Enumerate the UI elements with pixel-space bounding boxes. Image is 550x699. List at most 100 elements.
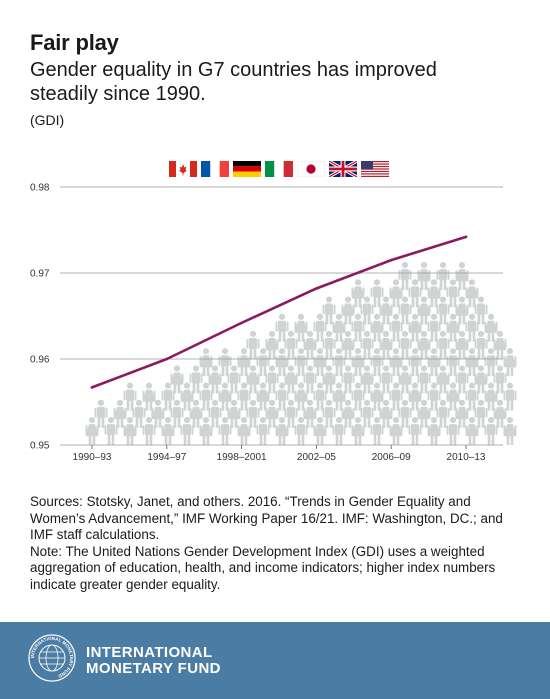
person-figure [408,348,422,377]
person-figure [465,313,479,342]
person-figure [94,399,108,428]
person-figure [189,365,203,394]
series-lines [90,235,468,389]
person-figure [379,365,393,394]
person-figure [142,382,156,411]
person-figure [455,365,469,394]
person-figure [427,279,441,308]
person-figure [246,330,260,359]
sources-citation: Sources: Stotsky, Janet, and others. 201… [30,494,503,542]
person-figure [360,330,374,359]
person-figure [389,348,403,377]
france-flag-icon [201,161,229,177]
person-figure [503,382,517,411]
person-figure [446,417,460,445]
chart-subtitle: Gender equality in G7 countries has impr… [30,59,437,105]
org-name: INTERNATIONAL MONETARY FUND [86,645,221,677]
sources-note: Note: The United Nations Gender Developm… [30,543,496,592]
person-figure [218,417,232,445]
person-figure [341,296,355,325]
person-figure [322,365,336,394]
x-axis-ticks: 1990–93 1994–97 1998–2001 2002–05 2006–09 201… [73,445,486,463]
person-figure [484,348,498,377]
x-tick-label: 2002–05 [297,452,336,463]
person-figure [389,382,403,411]
person-figure [474,399,488,428]
person-figure [275,382,289,411]
person-figure [351,417,365,445]
data-point [315,287,318,290]
person-figure [474,365,488,394]
sources-section: Sources: Stotsky, Janet, and others. 201… [30,494,525,593]
person-figure [465,348,479,377]
person-figure [170,399,184,428]
person-figure [265,365,279,394]
data-point [464,235,468,239]
x-tick-label: 1990–93 [73,452,112,463]
person-figure [237,348,251,377]
imf-seal-logo: INTERNATIONAL MONETARY FUND [28,634,76,682]
person-figure [351,348,365,377]
people-figures-illustration [85,262,517,445]
person-figure [465,382,479,411]
person-figure [351,313,365,342]
person-figure [398,262,412,291]
person-figure [465,279,479,308]
data-point [240,321,243,325]
y-tick-label: 0.97 [30,269,50,280]
person-figure [275,348,289,377]
uk-flag-icon [329,161,357,177]
data-point [389,258,393,262]
person-figure [132,399,146,428]
person-figure [417,399,431,428]
person-figure [436,399,450,428]
person-figure [208,399,222,428]
person-figure [161,382,175,411]
svg-text:INTERNATIONAL MONETARY FUND: INTERNATIONAL MONETARY FUND [30,636,74,679]
person-figure [332,313,346,342]
person-figure [427,313,441,342]
person-figure [465,417,479,445]
person-figure [322,330,336,359]
person-figure [341,330,355,359]
person-figure [417,262,431,291]
person-figure [294,417,308,445]
person-figure [313,382,327,411]
canada-flag-icon [169,161,197,177]
person-figure [446,279,460,308]
person-figure [474,296,488,325]
person-figure [123,382,137,411]
person-figure [370,279,384,308]
person-figure [455,296,469,325]
person-figure [484,417,498,445]
x-tick-label: 2006–09 [372,452,411,463]
person-figure [341,365,355,394]
person-figure [104,417,118,445]
person-figure [446,382,460,411]
person-figure [199,417,213,445]
person-figure [246,365,260,394]
person-figure [436,365,450,394]
person-figure [161,417,175,445]
person-figure [275,313,289,342]
person-figure [370,348,384,377]
person-figure [313,417,327,445]
person-figure [455,330,469,359]
japan-flag-icon [297,161,325,177]
person-figure [389,313,403,342]
x-tick-label: 1998–2001 [217,452,267,463]
person-figure [360,399,374,428]
person-figure [208,365,222,394]
person-figure [484,382,498,411]
person-figure [303,365,317,394]
person-figure [408,382,422,411]
y-tick-label: 0.98 [30,183,50,194]
germany-flag-icon [233,161,261,177]
data-point [90,386,94,389]
person-figure [265,399,279,428]
person-figure [265,330,279,359]
footer-bar: INTERNATIONAL MONETARY FUND INTERNATIONA… [0,622,550,699]
person-figure [398,399,412,428]
person-figure [408,313,422,342]
person-figure [417,365,431,394]
